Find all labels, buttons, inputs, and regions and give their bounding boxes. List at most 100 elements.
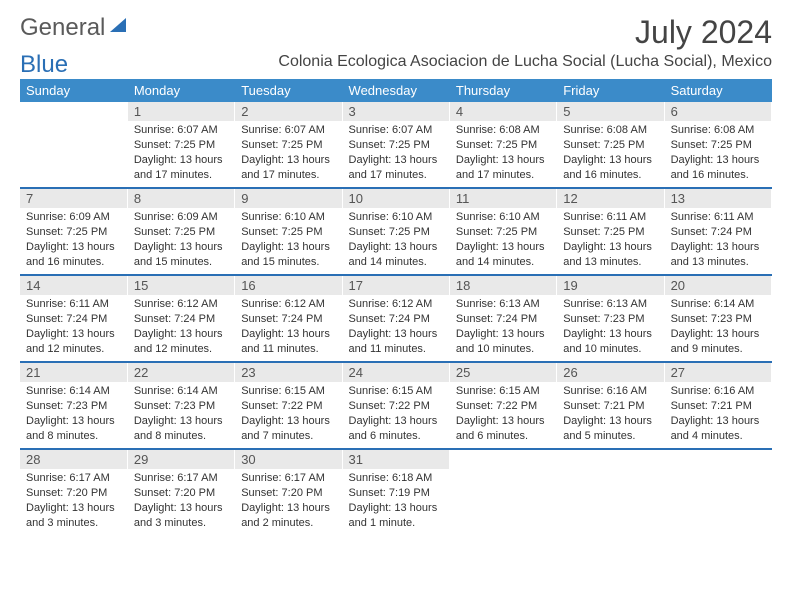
day-body: Sunrise: 6:09 AMSunset: 7:25 PMDaylight:… — [20, 208, 127, 273]
day-number: 19 — [557, 276, 663, 295]
day-body: Sunrise: 6:12 AMSunset: 7:24 PMDaylight:… — [128, 295, 234, 360]
day-number: 25 — [450, 363, 556, 382]
day-number: 20 — [665, 276, 771, 295]
day-number: 3 — [343, 102, 449, 121]
day-cell: 16Sunrise: 6:12 AMSunset: 7:24 PMDayligh… — [235, 276, 342, 362]
day-cell: 5Sunrise: 6:08 AMSunset: 7:25 PMDaylight… — [557, 102, 664, 188]
weekday-header: Tuesday — [235, 79, 342, 102]
day-number: 15 — [128, 276, 234, 295]
day-body: Sunrise: 6:17 AMSunset: 7:20 PMDaylight:… — [20, 469, 127, 534]
day-cell: 17Sunrise: 6:12 AMSunset: 7:24 PMDayligh… — [342, 276, 449, 362]
logo-triangle-icon — [110, 18, 126, 32]
day-body: Sunrise: 6:14 AMSunset: 7:23 PMDaylight:… — [665, 295, 771, 360]
day-body: Sunrise: 6:10 AMSunset: 7:25 PMDaylight:… — [343, 208, 449, 273]
day-body: Sunrise: 6:12 AMSunset: 7:24 PMDaylight:… — [235, 295, 341, 360]
day-cell — [664, 450, 771, 536]
day-number: 27 — [665, 363, 771, 382]
day-body: Sunrise: 6:11 AMSunset: 7:25 PMDaylight:… — [557, 208, 663, 273]
day-body: Sunrise: 6:17 AMSunset: 7:20 PMDaylight:… — [235, 469, 341, 534]
day-cell: 31Sunrise: 6:18 AMSunset: 7:19 PMDayligh… — [342, 450, 449, 536]
day-cell: 13Sunrise: 6:11 AMSunset: 7:24 PMDayligh… — [664, 189, 771, 275]
day-number: 26 — [557, 363, 663, 382]
day-cell: 29Sunrise: 6:17 AMSunset: 7:20 PMDayligh… — [127, 450, 234, 536]
day-number: 21 — [20, 363, 127, 382]
day-number: 16 — [235, 276, 341, 295]
day-body: Sunrise: 6:13 AMSunset: 7:24 PMDaylight:… — [450, 295, 556, 360]
day-cell: 23Sunrise: 6:15 AMSunset: 7:22 PMDayligh… — [235, 363, 342, 449]
day-body: Sunrise: 6:08 AMSunset: 7:25 PMDaylight:… — [450, 121, 556, 186]
brand-logo: General — [20, 14, 128, 42]
week-row: 14Sunrise: 6:11 AMSunset: 7:24 PMDayligh… — [20, 276, 772, 362]
day-body: Sunrise: 6:13 AMSunset: 7:23 PMDaylight:… — [557, 295, 663, 360]
day-number: 22 — [128, 363, 234, 382]
day-number: 9 — [235, 189, 341, 208]
day-cell: 12Sunrise: 6:11 AMSunset: 7:25 PMDayligh… — [557, 189, 664, 275]
day-number: 12 — [557, 189, 663, 208]
day-cell: 3Sunrise: 6:07 AMSunset: 7:25 PMDaylight… — [342, 102, 449, 188]
weekday-header: Monday — [127, 79, 234, 102]
calendar-body: 1Sunrise: 6:07 AMSunset: 7:25 PMDaylight… — [20, 102, 772, 536]
day-body: Sunrise: 6:14 AMSunset: 7:23 PMDaylight:… — [20, 382, 127, 447]
day-cell — [449, 450, 556, 536]
day-body: Sunrise: 6:12 AMSunset: 7:24 PMDaylight:… — [343, 295, 449, 360]
day-number: 28 — [20, 450, 127, 469]
day-cell: 1Sunrise: 6:07 AMSunset: 7:25 PMDaylight… — [127, 102, 234, 188]
week-row: 21Sunrise: 6:14 AMSunset: 7:23 PMDayligh… — [20, 363, 772, 449]
day-body: Sunrise: 6:07 AMSunset: 7:25 PMDaylight:… — [235, 121, 341, 186]
day-cell: 2Sunrise: 6:07 AMSunset: 7:25 PMDaylight… — [235, 102, 342, 188]
day-number: 23 — [235, 363, 341, 382]
week-row: 1Sunrise: 6:07 AMSunset: 7:25 PMDaylight… — [20, 102, 772, 188]
day-number: 31 — [343, 450, 449, 469]
day-cell: 27Sunrise: 6:16 AMSunset: 7:21 PMDayligh… — [664, 363, 771, 449]
day-body: Sunrise: 6:16 AMSunset: 7:21 PMDaylight:… — [557, 382, 663, 447]
day-number: 1 — [128, 102, 234, 121]
day-number: 2 — [235, 102, 341, 121]
day-body: Sunrise: 6:08 AMSunset: 7:25 PMDaylight:… — [665, 121, 771, 186]
weekday-header-row: Sunday Monday Tuesday Wednesday Thursday… — [20, 79, 772, 102]
brand-part1: General — [20, 14, 105, 42]
day-cell: 18Sunrise: 6:13 AMSunset: 7:24 PMDayligh… — [449, 276, 556, 362]
day-number: 4 — [450, 102, 556, 121]
weekday-header: Sunday — [20, 79, 127, 102]
day-cell: 4Sunrise: 6:08 AMSunset: 7:25 PMDaylight… — [449, 102, 556, 188]
page-title: July 2024 — [635, 14, 772, 51]
day-cell: 6Sunrise: 6:08 AMSunset: 7:25 PMDaylight… — [664, 102, 771, 188]
day-cell — [557, 450, 664, 536]
day-body: Sunrise: 6:08 AMSunset: 7:25 PMDaylight:… — [557, 121, 663, 186]
weekday-header: Thursday — [449, 79, 556, 102]
day-number: 10 — [343, 189, 449, 208]
day-body: Sunrise: 6:10 AMSunset: 7:25 PMDaylight:… — [235, 208, 341, 273]
day-cell: 28Sunrise: 6:17 AMSunset: 7:20 PMDayligh… — [20, 450, 127, 536]
day-number: 11 — [450, 189, 556, 208]
header-row: General July 2024 — [20, 14, 772, 51]
weekday-header: Saturday — [664, 79, 771, 102]
day-cell: 26Sunrise: 6:16 AMSunset: 7:21 PMDayligh… — [557, 363, 664, 449]
day-cell: 22Sunrise: 6:14 AMSunset: 7:23 PMDayligh… — [127, 363, 234, 449]
day-number: 14 — [20, 276, 127, 295]
day-cell: 19Sunrise: 6:13 AMSunset: 7:23 PMDayligh… — [557, 276, 664, 362]
day-body: Sunrise: 6:15 AMSunset: 7:22 PMDaylight:… — [450, 382, 556, 447]
day-body: Sunrise: 6:16 AMSunset: 7:21 PMDaylight:… — [665, 382, 771, 447]
day-cell: 25Sunrise: 6:15 AMSunset: 7:22 PMDayligh… — [449, 363, 556, 449]
day-cell: 20Sunrise: 6:14 AMSunset: 7:23 PMDayligh… — [664, 276, 771, 362]
day-body: Sunrise: 6:07 AMSunset: 7:25 PMDaylight:… — [343, 121, 449, 186]
day-number: 24 — [343, 363, 449, 382]
day-number: 13 — [665, 189, 771, 208]
week-row: 7Sunrise: 6:09 AMSunset: 7:25 PMDaylight… — [20, 189, 772, 275]
day-cell: 15Sunrise: 6:12 AMSunset: 7:24 PMDayligh… — [127, 276, 234, 362]
day-number: 7 — [20, 189, 127, 208]
day-cell: 24Sunrise: 6:15 AMSunset: 7:22 PMDayligh… — [342, 363, 449, 449]
day-cell: 21Sunrise: 6:14 AMSunset: 7:23 PMDayligh… — [20, 363, 127, 449]
day-cell: 11Sunrise: 6:10 AMSunset: 7:25 PMDayligh… — [449, 189, 556, 275]
day-number: 30 — [235, 450, 341, 469]
day-body: Sunrise: 6:17 AMSunset: 7:20 PMDaylight:… — [128, 469, 234, 534]
day-cell: 8Sunrise: 6:09 AMSunset: 7:25 PMDaylight… — [127, 189, 234, 275]
day-body: Sunrise: 6:15 AMSunset: 7:22 PMDaylight:… — [343, 382, 449, 447]
day-body: Sunrise: 6:10 AMSunset: 7:25 PMDaylight:… — [450, 208, 556, 273]
day-number: 18 — [450, 276, 556, 295]
day-body: Sunrise: 6:15 AMSunset: 7:22 PMDaylight:… — [235, 382, 341, 447]
day-body: Sunrise: 6:11 AMSunset: 7:24 PMDaylight:… — [20, 295, 127, 360]
day-number: 6 — [665, 102, 771, 121]
day-body: Sunrise: 6:18 AMSunset: 7:19 PMDaylight:… — [343, 469, 449, 534]
location-subtitle: Colonia Ecologica Asociacion de Lucha So… — [278, 53, 772, 71]
